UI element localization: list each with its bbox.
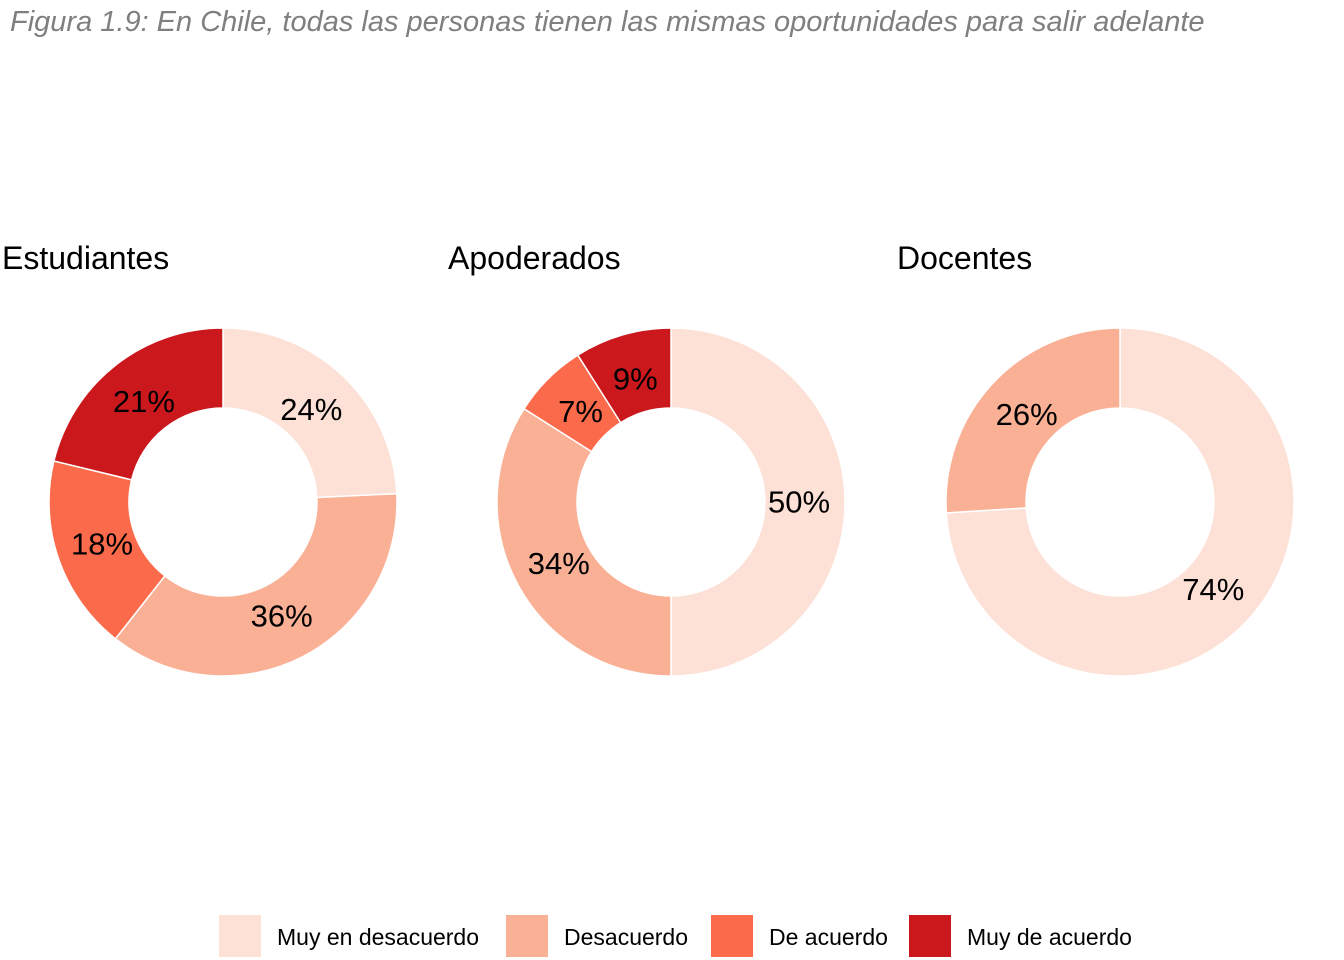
- donut-apoderados: 50% 34% 7% 9%: [496, 327, 846, 677]
- slice-label: 34%: [528, 546, 590, 581]
- legend-swatch: [909, 915, 951, 957]
- legend-swatch: [711, 915, 753, 957]
- donut-docentes: 74% 26%: [945, 327, 1295, 677]
- panel-title-estudiantes: Estudiantes: [2, 240, 170, 276]
- slice-desacuerdo: [945, 327, 1121, 514]
- slice-label: 74%: [1182, 572, 1244, 607]
- slice-label: 21%: [113, 384, 175, 419]
- slice-muy-en-desacuerdo: [945, 327, 1295, 677]
- slice-muy-de-acuerdo: [52, 327, 224, 481]
- slice-label: 7%: [558, 394, 603, 429]
- slice-desacuerdo: [114, 492, 398, 677]
- slice-label: 36%: [251, 598, 313, 633]
- slice-label: 9%: [613, 362, 658, 397]
- legend-label: Muy de acuerdo: [967, 924, 1132, 950]
- slice-label: 24%: [280, 392, 342, 427]
- slice-label: 18%: [71, 526, 133, 561]
- legend-label: Desacuerdo: [564, 924, 689, 950]
- slice-muy-en-desacuerdo: [670, 327, 846, 677]
- legend-label: De acuerdo: [769, 924, 888, 950]
- donut-estudiantes: 24% 36% 18% 21%: [48, 327, 398, 677]
- slice-muy-en-desacuerdo: [222, 327, 398, 499]
- panel-title-apoderados: Apoderados: [448, 240, 621, 276]
- legend-label: Muy en desacuerdo: [277, 924, 480, 950]
- legend-swatch: [506, 915, 548, 957]
- slice-de-acuerdo: [48, 460, 166, 640]
- slice-desacuerdo: [496, 407, 672, 677]
- slice-label: 26%: [996, 397, 1058, 432]
- legend-swatch: [219, 915, 261, 957]
- panel-title-docentes: Docentes: [897, 240, 1033, 276]
- figure-title: Figura 1.9: En Chile, todas las personas…: [10, 6, 1205, 38]
- slice-label: 50%: [768, 485, 830, 520]
- slice-muy-de-acuerdo: [576, 327, 672, 424]
